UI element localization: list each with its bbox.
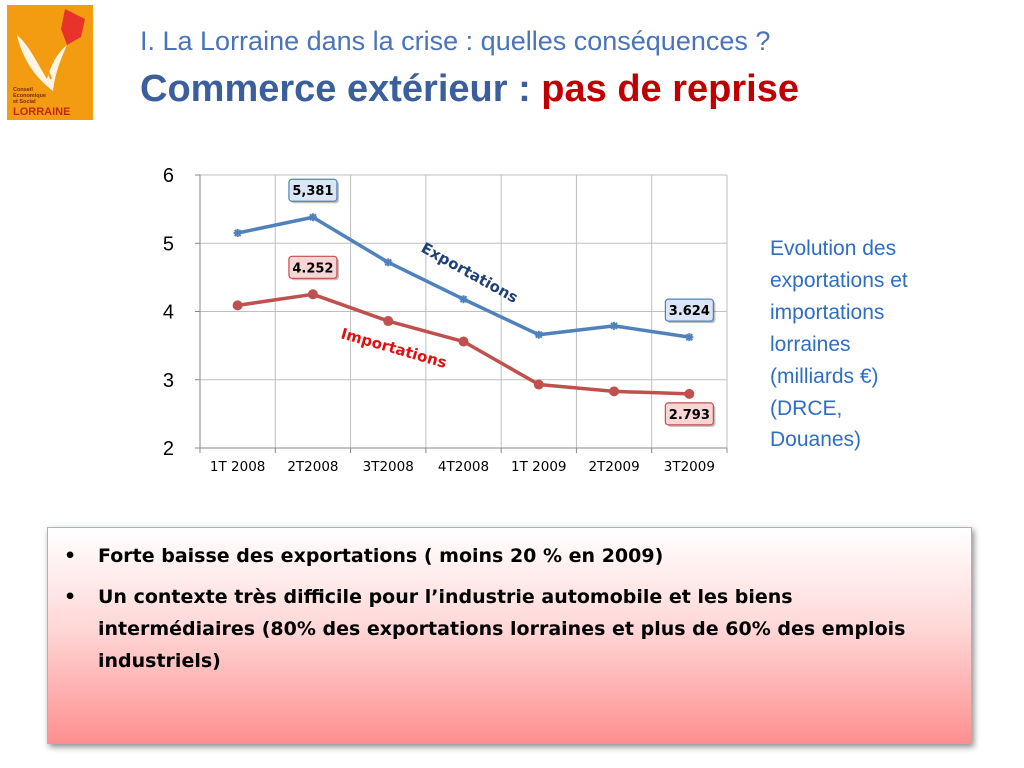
chart-caption: Evolution des exportations et importatio…: [770, 233, 1000, 456]
y-tick-label: 4: [163, 302, 174, 324]
data-point: [610, 321, 619, 330]
data-label: 3.624: [664, 298, 716, 324]
data-point: [533, 379, 544, 390]
chart-data-labels: 5,381 3.624 4.252 2.793: [288, 178, 716, 427]
bullet-item: • Un contexte très difficile pour l’indus…: [64, 581, 941, 677]
data-point: [459, 295, 468, 304]
caption-line: (DRCE,: [770, 396, 843, 420]
data-point: [384, 258, 393, 267]
data-point: [233, 229, 242, 238]
caption-line: lorraines: [770, 332, 851, 356]
data-point: [609, 386, 620, 397]
bullet-icon: •: [64, 545, 77, 567]
logo-line-1: Conseil: [13, 87, 33, 93]
bullet-text: Un contexte très difficile pour l’indust…: [98, 586, 906, 672]
y-tick-label: 2: [163, 438, 174, 460]
caption-line: Evolution des: [770, 237, 897, 260]
page-title: Commerce extérieur : pas de reprise: [140, 68, 799, 111]
logo-line-2: Economique: [13, 93, 46, 99]
data-label: 2.793: [664, 402, 716, 427]
caption-line: (milliards €): [770, 364, 879, 388]
bullet-list: • Forte baisse des exportations ( moins 2…: [48, 528, 971, 677]
x-axis: 1T 2008 2T2008 3T2008 4T2008 1T 2009 2T2009 3T…: [199, 447, 728, 475]
data-label-box: [664, 402, 714, 426]
bullet-icon: •: [64, 586, 77, 608]
data-label: 4.252: [288, 255, 339, 281]
data-point: [458, 336, 469, 347]
x-tick-label: 3T2009: [664, 459, 715, 475]
y-tick-label: 6: [163, 165, 174, 187]
x-tick-label: 2T2008: [287, 459, 338, 475]
bullet-text: Forte baisse des exportations ( moins 20…: [98, 545, 664, 567]
bullet-item: • Forte baisse des exportations ( moins 2…: [64, 540, 941, 572]
x-tick-label: 4T2008: [438, 459, 489, 475]
data-label-text: 2.793: [669, 408, 710, 423]
title-accent: pas de reprise: [541, 68, 799, 110]
series-label-exportations: Exportations: [418, 239, 521, 307]
caption-line: importations: [770, 300, 885, 324]
data-point: [534, 330, 543, 339]
title-main: Commerce extérieur :: [140, 68, 542, 110]
chart-grid: [199, 174, 728, 449]
page-subtitle: I. La Lorraine dans la crise : quelles c…: [140, 26, 771, 56]
logo: Conseil Economique et Social LORRAINE: [7, 5, 93, 120]
data-point: [685, 333, 694, 342]
caption-line: exportations et: [770, 268, 908, 292]
logo-line-4: LORRAINE: [13, 106, 70, 118]
chart-series: [232, 213, 695, 399]
caption-line: Douanes): [770, 428, 862, 452]
data-point: [383, 316, 394, 327]
summary-box: • Forte baisse des exportations ( moins 2…: [47, 527, 972, 744]
data-label-box: [288, 255, 338, 279]
data-label-text: 3.624: [669, 304, 710, 319]
data-label-text: 5,381: [292, 184, 333, 199]
data-label: 5,381: [288, 178, 339, 204]
y-tick-label: 5: [163, 233, 174, 255]
data-label-box: [288, 178, 338, 202]
line-chart: 2 3 4 5 6 1T 2008 2T2008 3T2008 4T2008 1T 2009 2T…: [163, 165, 728, 475]
x-tick-label: 1T 2009: [511, 459, 566, 475]
x-tick-label: 1T 2008: [210, 459, 265, 475]
data-label-box: [664, 298, 714, 322]
x-tick-label: 3T2008: [363, 459, 414, 475]
y-tick-label: 3: [163, 370, 174, 392]
data-point: [684, 388, 695, 399]
y-axis: 2 3 4 5 6: [163, 165, 201, 460]
data-label-text: 4.252: [292, 261, 333, 276]
data-point: [307, 289, 318, 300]
data-point: [232, 300, 243, 311]
x-tick-label: 2T2009: [588, 459, 639, 475]
logo-line-3: et Social: [13, 99, 36, 105]
data-point: [308, 213, 317, 222]
